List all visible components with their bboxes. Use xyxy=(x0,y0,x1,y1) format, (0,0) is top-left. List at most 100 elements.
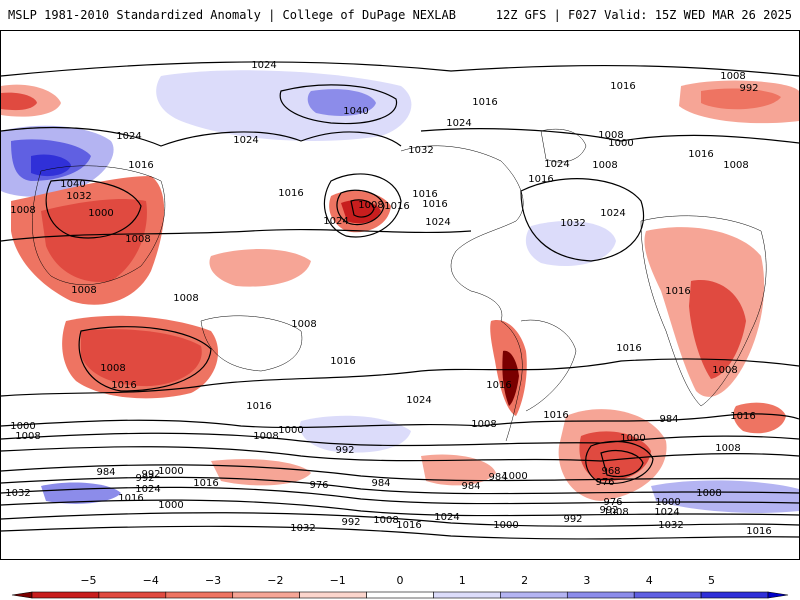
isobar-label: 1008 xyxy=(10,205,35,216)
isobar-label: 1008 xyxy=(712,365,737,376)
isobar-label: 1016 xyxy=(730,411,755,422)
coastline xyxy=(520,319,577,412)
isobar xyxy=(1,476,799,495)
isobar xyxy=(420,128,799,144)
coastline xyxy=(500,320,523,442)
isobar-label: 968 xyxy=(601,466,620,477)
isobar xyxy=(1,126,402,147)
isobar-label: 992 xyxy=(341,517,360,528)
isobar xyxy=(1,525,799,540)
colorbar-min-arrow xyxy=(11,591,33,599)
anomaly-area xyxy=(41,482,121,504)
isobar-label: 1008 xyxy=(720,71,745,82)
isobar-label: 1008 xyxy=(715,443,740,454)
isobar-label: 1024 xyxy=(251,60,276,71)
isobar-label: 1024 xyxy=(323,216,348,227)
isobar-label: 1024 xyxy=(425,217,450,228)
colorbar-segment xyxy=(232,591,300,599)
anomaly-area xyxy=(701,88,781,110)
map-canvas: 1024100810169921040101610241032100810241… xyxy=(1,60,799,540)
isobar xyxy=(350,199,375,218)
isobar-label: 984 xyxy=(659,414,678,425)
isobar-label: 1008 xyxy=(696,488,721,499)
isobar-label: 1032 xyxy=(560,218,585,229)
colorbar-tick-label: −5 xyxy=(80,574,96,587)
isobar-label: 1016 xyxy=(246,401,271,412)
anomaly-area xyxy=(733,402,786,434)
isobar-label: 976 xyxy=(309,480,328,491)
isobar xyxy=(1,358,799,397)
isobar-label: 1040 xyxy=(60,179,85,190)
isobar xyxy=(1,512,799,527)
isobar-label: 1000 xyxy=(493,520,518,531)
isobar xyxy=(1,432,799,447)
isobar-label: 1016 xyxy=(746,526,771,537)
colorbar-segment xyxy=(98,591,167,599)
isobar-label: 1016 xyxy=(396,520,421,531)
anomaly-area xyxy=(341,200,381,224)
isobar xyxy=(279,84,398,125)
isobar-labels: 1024100810169921040101610241032100810241… xyxy=(5,60,771,537)
isobar-label: 1024 xyxy=(654,507,679,518)
anomaly-area xyxy=(41,199,147,282)
isobar-label: 1016 xyxy=(616,343,641,354)
isobar-label: 1016 xyxy=(422,199,447,210)
isobar-label: 992 xyxy=(135,473,154,484)
isobar-label: 1008 xyxy=(471,419,496,430)
isobar xyxy=(520,178,645,262)
isobar-label: 1008 xyxy=(603,507,628,518)
isobar-label: 984 xyxy=(488,472,507,483)
anomaly-area xyxy=(689,280,746,379)
isobar-label: 1008 xyxy=(125,234,150,245)
coastline xyxy=(540,128,587,163)
isobar-lines xyxy=(1,61,799,540)
isobar xyxy=(1,446,799,462)
isobar-label: 992 xyxy=(739,83,758,94)
isobar-label: 1016 xyxy=(384,201,409,212)
isobar-label: 1016 xyxy=(610,81,635,92)
isobar-label: 976 xyxy=(603,497,622,508)
isobar xyxy=(600,450,644,478)
isobar-label: 1016 xyxy=(486,380,511,391)
anomaly-area xyxy=(651,480,799,513)
colorbar-tick-label: −4 xyxy=(143,574,159,587)
isobar-label: 1024 xyxy=(446,118,471,129)
isobar xyxy=(1,228,472,242)
colorbar-tick-label: −2 xyxy=(267,574,283,587)
isobar-label: 1008 xyxy=(253,431,278,442)
isobar-label: 1008 xyxy=(592,160,617,171)
isobar-label: 1008 xyxy=(373,515,398,526)
isobar-label: 1000 xyxy=(158,500,183,511)
isobar xyxy=(323,173,402,238)
isobar-label: 1032 xyxy=(290,523,315,534)
isobar-label: 1024 xyxy=(434,512,459,523)
colorbar-tick-label: 0 xyxy=(397,574,404,587)
isobar-label: 1032 xyxy=(5,488,30,499)
isobar-label: 992 xyxy=(599,505,618,516)
isobar-label: 992 xyxy=(335,445,354,456)
colorbar-max-arrow xyxy=(767,591,789,599)
isobar xyxy=(1,499,799,517)
anomaly-shading xyxy=(1,70,799,513)
anomaly-area xyxy=(525,221,616,267)
isobar-label: 1008 xyxy=(15,431,40,442)
isobar-label: 1016 xyxy=(472,97,497,108)
colorbar-segment xyxy=(299,591,367,599)
colorbar-segment xyxy=(633,591,702,599)
isobar-label: 992 xyxy=(141,469,160,480)
isobar-label: 1008 xyxy=(291,319,316,330)
isobar-label: 984 xyxy=(96,467,115,478)
isobar xyxy=(78,326,212,392)
isobar-label: 1032 xyxy=(408,145,433,156)
isobar-label: 1016 xyxy=(193,478,218,489)
isobar-label: 1016 xyxy=(528,174,553,185)
map-title: MSLP 1981-2010 Standardized Anomaly | Co… xyxy=(8,8,456,22)
anomaly-area xyxy=(211,459,311,486)
isobar-label: 1016 xyxy=(118,493,143,504)
isobar-label: 1016 xyxy=(330,356,355,367)
colorbar-tick-label: 1 xyxy=(459,574,466,587)
isobar-label: 1008 xyxy=(598,130,623,141)
isobar-label: 1016 xyxy=(412,189,437,200)
isobar-label: 1008 xyxy=(100,363,125,374)
